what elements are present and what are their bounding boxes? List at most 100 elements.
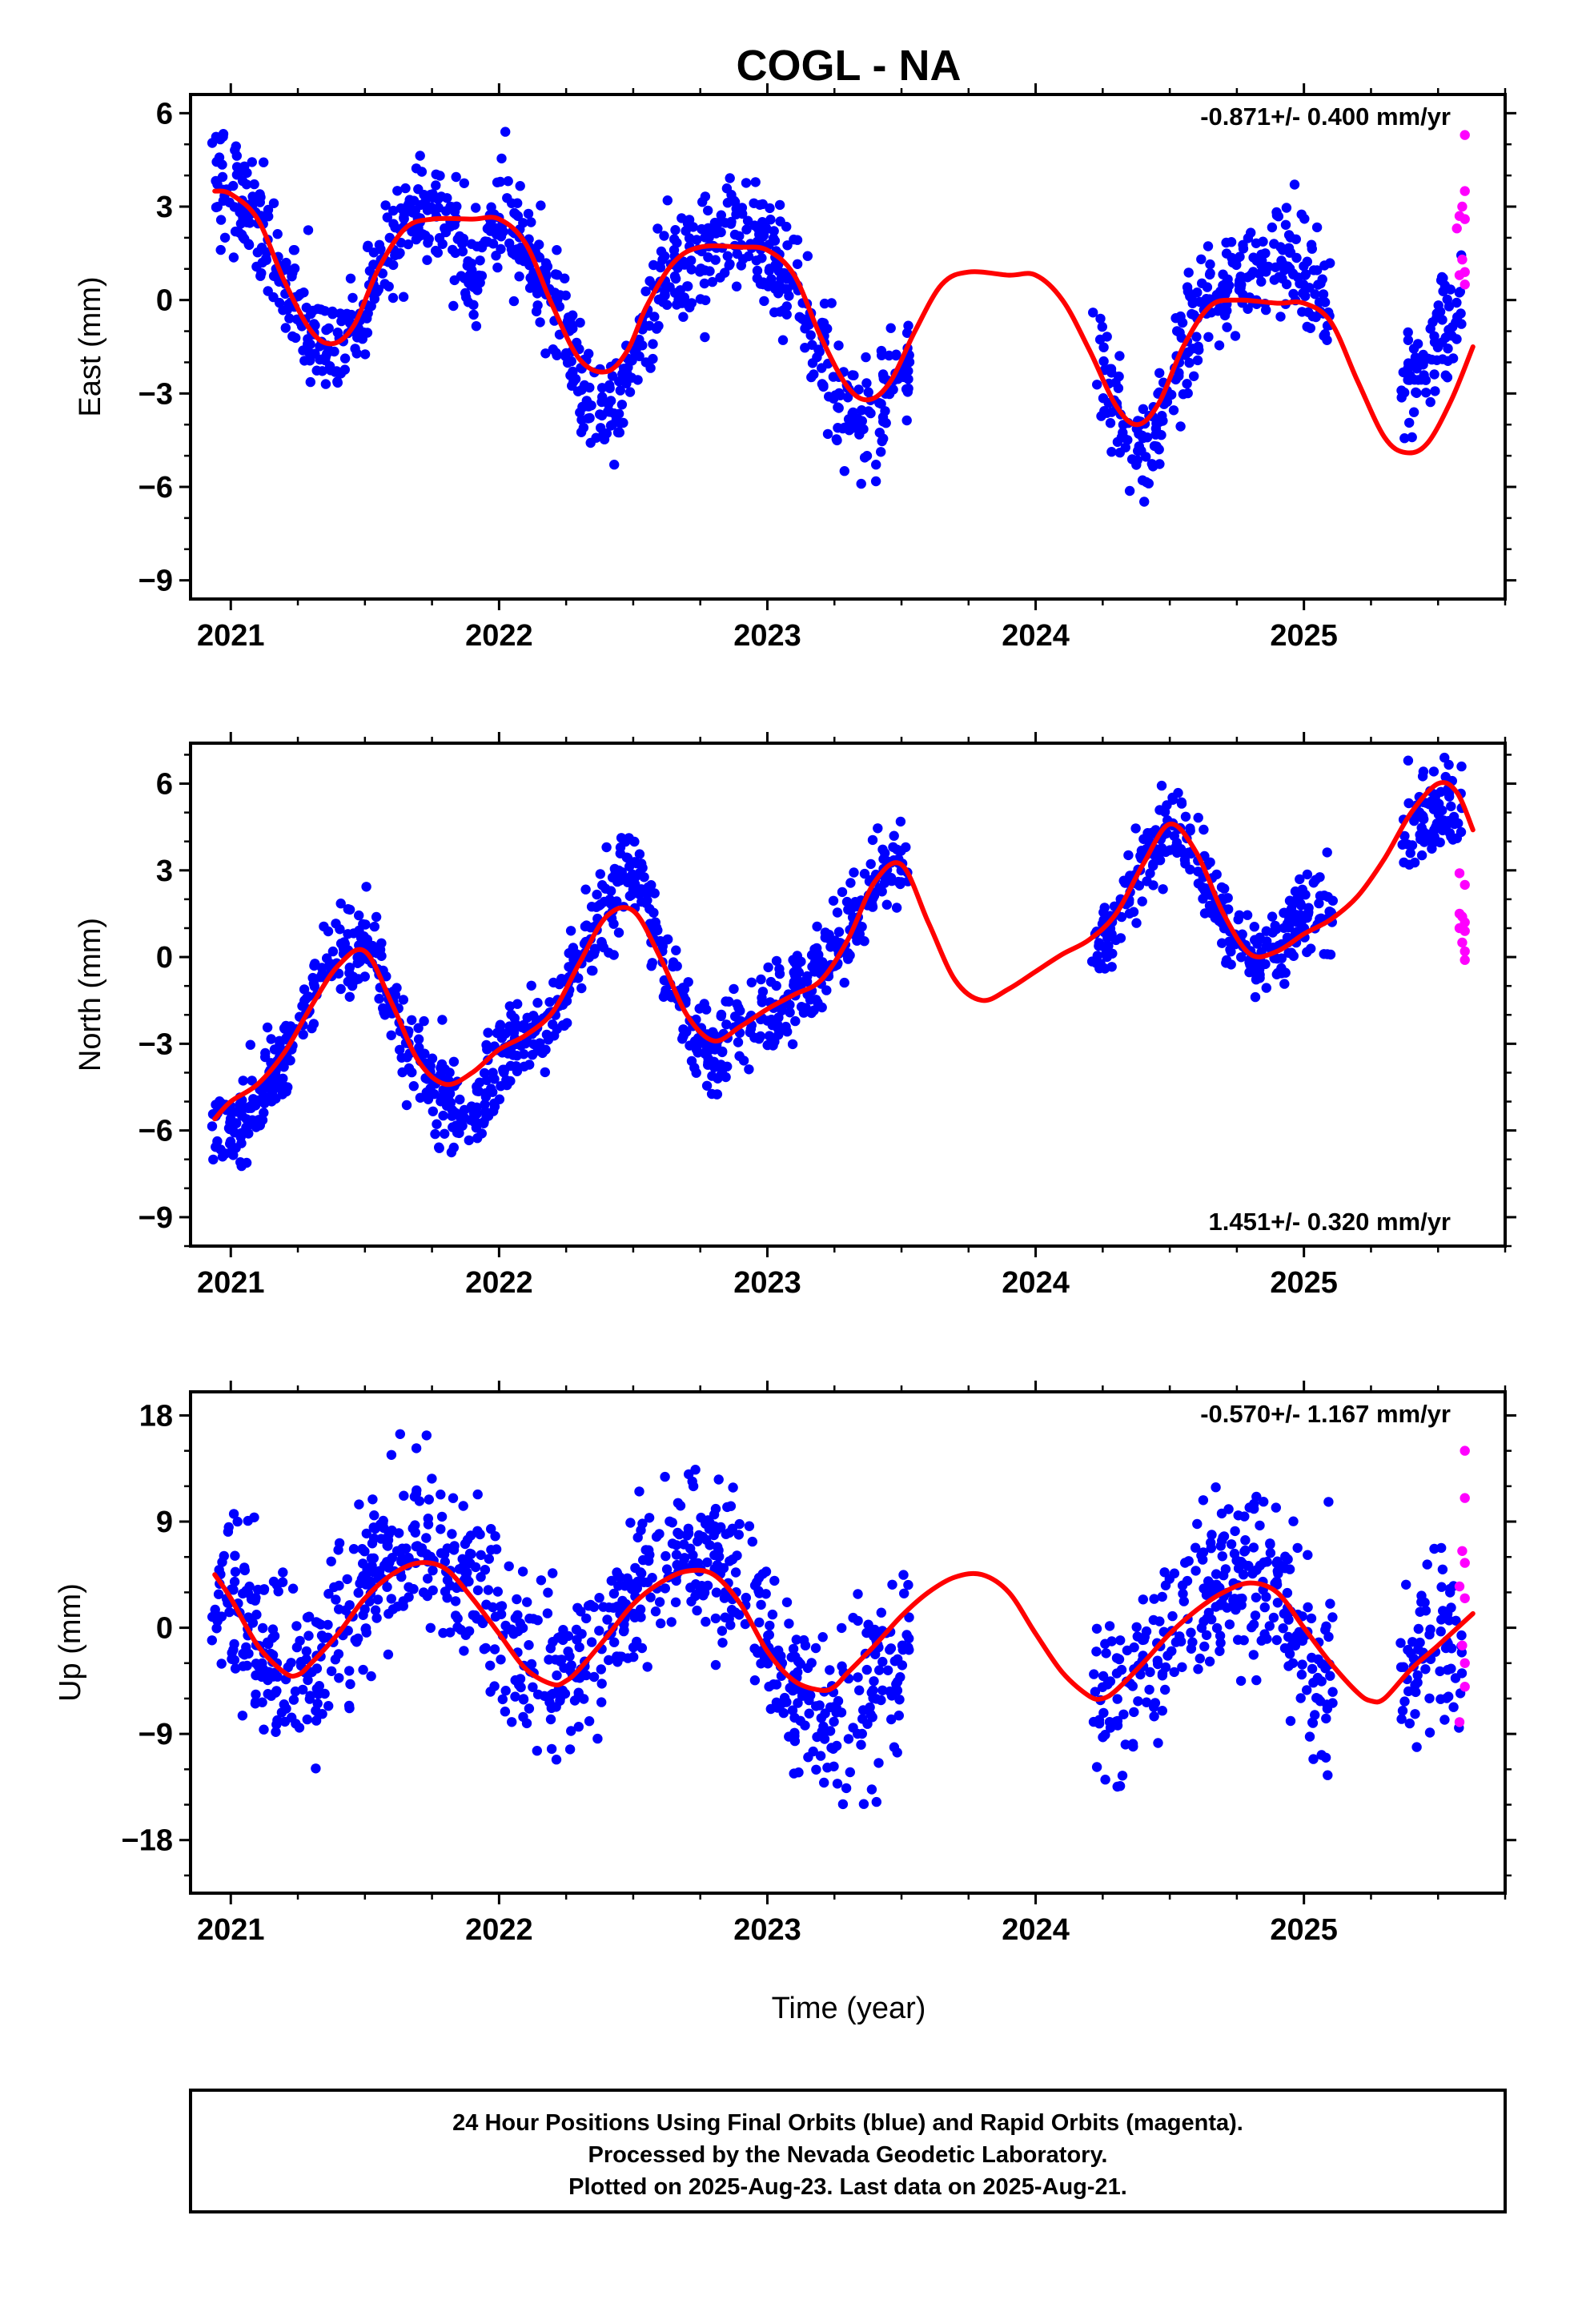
final-orbit-point bbox=[725, 1620, 736, 1630]
final-orbit-point bbox=[645, 1592, 656, 1602]
final-orbit-point bbox=[686, 1596, 697, 1607]
final-orbit-point bbox=[428, 1565, 438, 1576]
final-orbit-point bbox=[1238, 243, 1249, 254]
final-orbit-point bbox=[578, 402, 588, 412]
final-orbit-point bbox=[1437, 1564, 1448, 1575]
final-orbit-point bbox=[1131, 918, 1142, 928]
final-orbit-point bbox=[596, 423, 606, 433]
final-orbit-point bbox=[492, 1027, 502, 1039]
final-orbit-point bbox=[512, 1066, 523, 1076]
final-orbit-point bbox=[1259, 1602, 1271, 1613]
rapid-orbit-point bbox=[1460, 1493, 1470, 1503]
final-orbit-point bbox=[1278, 1623, 1288, 1634]
final-orbit-point bbox=[578, 422, 589, 433]
final-orbit-point bbox=[323, 323, 334, 334]
final-orbit-point bbox=[634, 351, 644, 362]
final-orbit-point bbox=[857, 1728, 868, 1739]
final-orbit-point bbox=[224, 1606, 235, 1618]
final-orbit-point bbox=[1235, 271, 1246, 282]
final-orbit-point bbox=[1287, 1640, 1298, 1651]
final-orbit-point bbox=[1427, 354, 1437, 365]
y-tick-label: −9 bbox=[139, 565, 173, 598]
final-orbit-point bbox=[765, 203, 775, 214]
final-orbit-point bbox=[1106, 368, 1117, 378]
final-orbit-point bbox=[514, 271, 524, 282]
final-orbit-point bbox=[833, 423, 843, 433]
final-orbit-point bbox=[1089, 1669, 1099, 1679]
final-orbit-point bbox=[1399, 830, 1410, 842]
final-orbit-point bbox=[1436, 1582, 1447, 1592]
final-orbit-point bbox=[320, 352, 331, 362]
final-orbit-point bbox=[268, 292, 279, 303]
final-orbit-point bbox=[1300, 291, 1311, 301]
final-orbit-point bbox=[239, 1565, 250, 1576]
final-orbit-point bbox=[524, 1703, 535, 1714]
final-orbit-point bbox=[1099, 903, 1110, 913]
final-orbit-point bbox=[410, 1520, 420, 1530]
final-orbit-point bbox=[1412, 1670, 1423, 1681]
final-orbit-point bbox=[526, 980, 536, 991]
final-orbit-point bbox=[1308, 1678, 1319, 1688]
final-orbit-point bbox=[1103, 941, 1114, 951]
final-orbit-point bbox=[395, 1429, 405, 1440]
final-orbit-point bbox=[320, 379, 331, 389]
rapid-orbit-point bbox=[1460, 1593, 1470, 1604]
final-orbit-point bbox=[563, 316, 573, 326]
final-orbit-point bbox=[1138, 432, 1148, 444]
final-orbit-point bbox=[1440, 370, 1451, 380]
final-orbit-point bbox=[1215, 1630, 1226, 1641]
x-axis: 2021 2022 2023 2024 2025 bbox=[197, 732, 1507, 1300]
final-orbit-point bbox=[231, 162, 243, 172]
final-orbit-point bbox=[1403, 798, 1414, 809]
final-orbit-point bbox=[621, 852, 632, 862]
final-orbit-point bbox=[232, 1516, 243, 1527]
final-orbit-point bbox=[1249, 922, 1260, 932]
final-orbit-point bbox=[1303, 1550, 1313, 1560]
final-orbit-point bbox=[411, 234, 421, 245]
final-orbit-point bbox=[1098, 342, 1109, 352]
final-orbit-point bbox=[713, 1073, 723, 1084]
final-orbit-point bbox=[336, 316, 347, 327]
final-orbit-point bbox=[1141, 476, 1151, 488]
final-orbit-point bbox=[298, 1029, 308, 1040]
final-orbit-point bbox=[1443, 356, 1453, 366]
final-orbit-point bbox=[518, 1695, 529, 1705]
final-orbit-point bbox=[1285, 1715, 1296, 1727]
final-orbit-point bbox=[749, 1675, 761, 1686]
final-orbit-point bbox=[251, 1697, 261, 1707]
final-orbit-point bbox=[1216, 882, 1227, 893]
final-orbit-point bbox=[761, 224, 772, 235]
final-orbit-point bbox=[259, 1585, 269, 1595]
final-orbit-point bbox=[849, 370, 859, 380]
final-orbit-point bbox=[832, 1779, 843, 1789]
final-orbit-point bbox=[227, 1647, 237, 1659]
final-orbit-point bbox=[702, 1580, 713, 1591]
final-orbit-point bbox=[1403, 358, 1414, 368]
final-orbit-point bbox=[705, 266, 715, 276]
final-orbit-point bbox=[247, 1076, 257, 1086]
final-orbit-point bbox=[1427, 317, 1438, 328]
final-orbit-point bbox=[1106, 407, 1117, 417]
final-orbit-point bbox=[820, 932, 831, 943]
final-orbit-point bbox=[654, 1529, 665, 1539]
rapid-orbit-point bbox=[1460, 214, 1470, 224]
final-orbit-point bbox=[852, 935, 862, 946]
final-orbit-point bbox=[678, 1031, 689, 1042]
final-orbit-point bbox=[344, 1703, 355, 1714]
final-orbit-point bbox=[343, 904, 353, 915]
final-orbit-point bbox=[1157, 842, 1167, 854]
final-orbit-point bbox=[670, 1597, 681, 1608]
final-orbit-point bbox=[241, 179, 252, 190]
final-orbit-point bbox=[728, 1482, 738, 1493]
final-orbit-point bbox=[416, 1543, 428, 1554]
final-orbit-point bbox=[1098, 1671, 1109, 1682]
final-orbit-point bbox=[460, 1538, 471, 1550]
final-orbit-point bbox=[452, 1622, 463, 1633]
final-orbit-point bbox=[519, 1061, 529, 1072]
final-orbit-point bbox=[868, 1685, 878, 1695]
final-orbit-point bbox=[1323, 891, 1333, 903]
final-orbit-point bbox=[286, 1658, 296, 1668]
final-orbit-point bbox=[448, 1056, 460, 1068]
final-orbit-point bbox=[803, 1752, 813, 1763]
final-orbit-point bbox=[650, 1606, 661, 1617]
